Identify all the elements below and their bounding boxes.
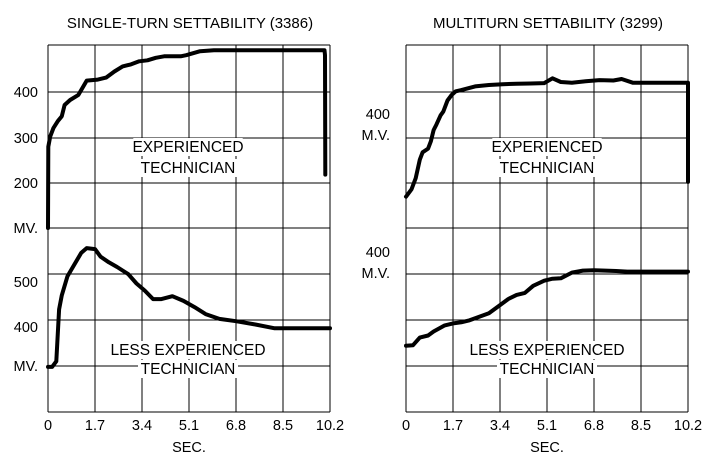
annotation-line: TECHNICIAN [141,160,236,177]
annotation-background [138,159,238,177]
y-tick-label: 500 [14,275,38,291]
annotation-line: TECHNICIAN [141,361,236,378]
annotation-background [468,341,626,359]
curve-experienced [46,48,328,230]
y-unit-label: MV. [14,359,38,375]
curve-less-experienced [46,246,332,369]
annotation-background [497,159,597,177]
x-tick-label: 3.4 [132,418,152,434]
x-tick-label: 8.5 [273,418,293,434]
x-tick-label: 1.7 [443,418,463,434]
single-turn-chart: SINGLE-TURN SETTABILITY (3386) 0 1.7 3.4 5.… [14,15,345,456]
x-tick-label: 5.1 [179,418,199,434]
y-unit-label: MV. [14,221,38,237]
annotation-line: LESS EXPERIENCED [110,342,265,359]
x-tick-label: 6.8 [584,418,604,434]
y-tick-label: 200 [14,176,38,192]
x-tick-label: 10.2 [316,418,344,434]
y-unit-label: M.V. [362,128,390,144]
y-tick-label: 400 [14,85,38,101]
y-tick-label: 400 [14,320,38,336]
annotation-line: EXPERIENCED [132,139,243,156]
x-axis-label: SEC. [530,440,564,456]
annotation-background [497,360,597,378]
x-tick-label: 3.4 [490,418,510,434]
chart-title: SINGLE-TURN SETTABILITY (3386) [67,15,313,32]
x-tick-label: 1.7 [85,418,105,434]
annotation-line: TECHNICIAN [500,361,595,378]
annotation-line: EXPERIENCED [491,139,602,156]
x-tick-label: 5.1 [537,418,557,434]
y-tick-label: 300 [14,131,38,147]
y-unit-label: M.V. [362,266,390,282]
annotation-background [109,341,267,359]
annotation-experienced: EXPERIENCED TECHNICIAN [491,138,603,177]
x-tick-label: 8.5 [631,418,651,434]
annotation-line: TECHNICIAN [500,160,595,177]
x-tick-label: 0 [44,418,52,434]
annotation-experienced: EXPERIENCED TECHNICIAN [132,138,244,177]
y-tick-label: 400 [366,107,390,123]
x-tick-label: 0 [402,418,410,434]
annotation-less-experienced: LESS EXPERIENCED TECHNICIAN [109,341,267,378]
chart-title: MULTITURN SETTABILITY (3299) [433,15,663,32]
annotation-less-experienced: LESS EXPERIENCED TECHNICIAN [468,341,626,378]
x-tick-label: 6.8 [226,418,246,434]
curve-less-experienced [404,268,690,348]
curve-experienced [404,76,690,199]
annotation-line: LESS EXPERIENCED [469,342,624,359]
x-axis-label: SEC. [172,440,206,456]
annotation-background [138,360,238,378]
annotation-background [133,138,243,156]
x-tick-label: 10.2 [674,418,702,434]
y-tick-label: 400 [366,245,390,261]
annotation-background [492,138,602,156]
multiturn-chart: MULTITURN SETTABILITY (3299) 0 1.7 3.4 5.1 6… [362,15,703,456]
